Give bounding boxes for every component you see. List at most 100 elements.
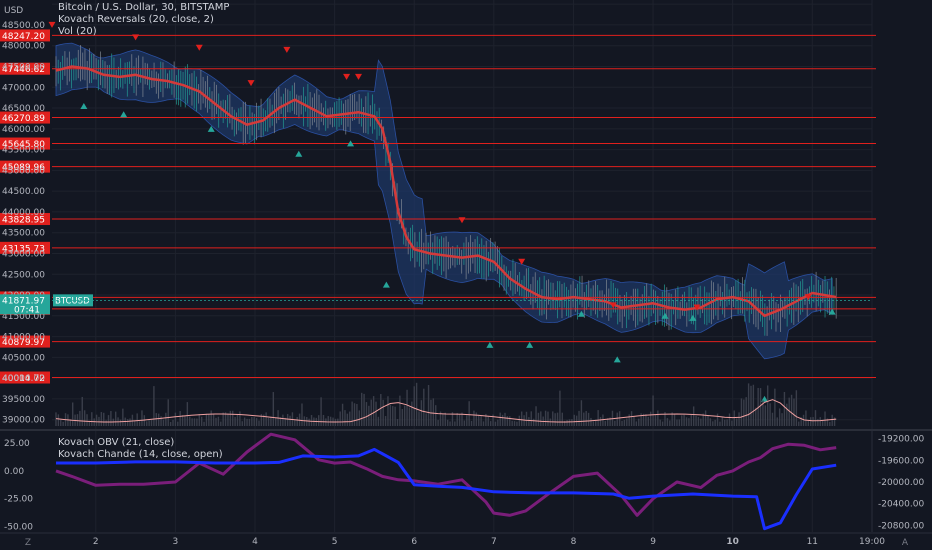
- level-label-bg: [0, 62, 50, 75]
- reversal-down-marker: [693, 304, 701, 311]
- lower-left-tick-label: 25.00: [4, 439, 30, 449]
- current-price-label: 41871.97: [2, 296, 45, 306]
- reversal-down-marker: [804, 294, 812, 301]
- level-label-bg: [0, 241, 50, 254]
- price-tick-label: 48500.00: [2, 21, 45, 31]
- level-label-bg: [0, 137, 50, 150]
- reversal-up-marker: [577, 310, 585, 317]
- reversal-down-marker: [283, 46, 291, 53]
- lower-right-tick-label: -20800.00: [878, 521, 924, 531]
- reversal-up-marker: [689, 314, 697, 321]
- levels: 48247.20 47446.62 46270.89 45645.80 45089.96…: [0, 29, 876, 384]
- price-tick-label: 48000.00: [2, 42, 45, 52]
- chart-legend: Bitcoin / U.S. Dollar, 30, BITSTAMP Kova…: [58, 2, 229, 38]
- indicator-kovach-obv[interactable]: Kovach OBV (21, close): [58, 437, 175, 448]
- symbol-tag: BTCUSD: [55, 296, 90, 306]
- price-tick-label: 41000.00: [2, 333, 45, 343]
- reversal-up-marker: [486, 341, 494, 348]
- price-tick-label: 44500.00: [2, 187, 45, 197]
- time-tick-label: 5: [332, 537, 338, 547]
- kovach-chande-line: [55, 432, 837, 517]
- indicator-kovach-chande[interactable]: Kovach Chande (14, close, open): [58, 449, 223, 460]
- reversal-up-marker: [382, 281, 390, 288]
- reversal-down-marker: [355, 73, 363, 80]
- currency-label: USD: [4, 6, 24, 16]
- lower-right-tick-label: -19200.00: [878, 435, 924, 445]
- lower-right-tick-label: -20000.00: [878, 478, 924, 488]
- level-label: 48247.20: [2, 32, 45, 42]
- symbol-title[interactable]: Bitcoin / U.S. Dollar, 30, BITSTAMP: [58, 2, 230, 13]
- reversal-up-marker: [613, 356, 621, 363]
- level-label-bg: [0, 213, 50, 226]
- time-tick-label: 4: [252, 537, 258, 547]
- price-tick-label: 43500.00: [2, 229, 45, 239]
- current-price-countdown: 07:41: [14, 305, 40, 315]
- reversal-up-marker: [661, 312, 669, 319]
- time-axis: 2 3 4 5 6 7 8 9 10 11 19:00: [93, 537, 885, 547]
- reversal-up-marker: [207, 125, 215, 132]
- reversal-up-marker: [120, 111, 128, 118]
- level-label-bg: [0, 160, 50, 173]
- level-label: 45089.96: [2, 163, 45, 173]
- lower-left-tick-label: -50.00: [4, 522, 33, 532]
- time-tick-label: 9: [650, 537, 656, 547]
- price-tick-label: 47500.00: [2, 62, 45, 72]
- volume-ma-line: [55, 399, 837, 423]
- level-label: 43828.95: [2, 216, 45, 226]
- kovach-obv-line: [56, 447, 837, 531]
- level-label: 43135.73: [2, 244, 45, 254]
- price-tick-label: 46000.00: [2, 125, 45, 135]
- level-label: 40879.97: [2, 338, 45, 348]
- lower-axis: 25.00 0.00 -25.00 -50.00 -19200.00 -19600.00 -…: [4, 435, 924, 533]
- indicator-volume[interactable]: Vol (20): [58, 26, 97, 37]
- price-axis: 48500.00 48000.00 47500.00 47000.00 46500.00…: [2, 21, 45, 426]
- time-tick-label: 3: [173, 537, 179, 547]
- price-tick-label: 41500.00: [2, 312, 45, 322]
- reversal-down-marker: [458, 217, 466, 224]
- time-tick-label: 8: [571, 537, 577, 547]
- level-label-bg: [0, 335, 50, 348]
- level-label-bg: [0, 371, 50, 384]
- lower-panel-legend: Kovach OBV (21, close) Kovach Chande (14…: [58, 437, 223, 461]
- time-tick-label: 2: [93, 537, 99, 547]
- price-tick-label: 40500.00: [2, 353, 45, 363]
- reversal-down-marker: [343, 73, 351, 80]
- lower-right-tick-label: -20400.00: [878, 500, 924, 510]
- price-tick-label: 40000.00: [2, 374, 45, 384]
- reversal-down-marker: [247, 80, 255, 87]
- price-tick-label: 43000.00: [2, 249, 45, 259]
- price-tick-label: 46500.00: [2, 104, 45, 114]
- lower-right-tick-label: -19600.00: [878, 456, 924, 466]
- level-label-bg: [0, 29, 50, 42]
- reversal-up-marker: [295, 150, 303, 157]
- reversal-down-marker: [518, 258, 526, 265]
- price-tick-label: 45000.00: [2, 166, 45, 176]
- time-tick-label: 6: [411, 537, 417, 547]
- price-ma-line: [55, 65, 837, 318]
- price-tick-label: 47000.00: [2, 83, 45, 93]
- reversal-down-marker: [48, 21, 56, 28]
- lower-left-tick-label: -25.00: [4, 495, 33, 505]
- level-label-bg: [0, 111, 50, 124]
- time-tick-label: 19:00: [859, 537, 885, 547]
- reversal-up-marker: [347, 140, 355, 147]
- time-tick-label: 11: [807, 537, 818, 547]
- reversal-up-marker: [80, 102, 88, 109]
- price-tick-label: 39500.00: [2, 395, 45, 405]
- time-tick-label: 7: [491, 537, 497, 547]
- reversal-up-marker: [828, 308, 836, 315]
- price-tick-label: 45500.00: [2, 146, 45, 156]
- level-label: 45645.80: [2, 140, 45, 150]
- level-label: 46270.89: [2, 114, 45, 124]
- time-tick-label: 10: [726, 537, 739, 547]
- level-label: 47446.62: [2, 65, 45, 75]
- zoom-reset-icon[interactable]: Z: [25, 538, 31, 548]
- reversal-down-marker: [609, 302, 617, 309]
- reversal-down-marker: [132, 34, 140, 41]
- indicator-kovach-reversals[interactable]: Kovach Reversals (20, close, 2): [58, 14, 214, 25]
- current-price-bg: [0, 294, 50, 315]
- price-tick-label: 39000.00: [2, 416, 45, 426]
- lower-left-tick-label: 0.00: [4, 467, 24, 477]
- auto-scale-icon[interactable]: A: [902, 538, 909, 548]
